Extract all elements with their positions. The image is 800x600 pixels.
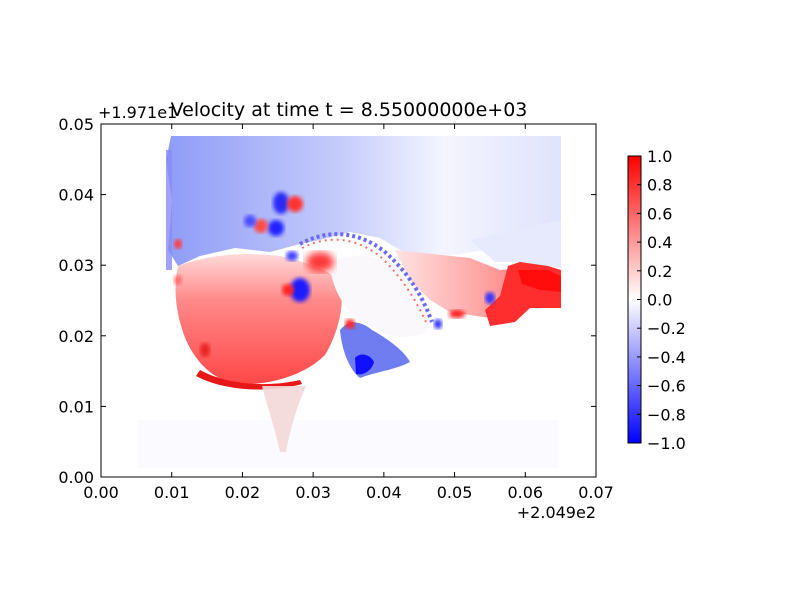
colorbar-tick-label: −0.4	[647, 348, 686, 367]
vortex-blue-4	[290, 278, 310, 302]
y-tick-label: 0.05	[58, 115, 94, 134]
y-tick-label: 0.01	[58, 397, 94, 416]
vortex-blue-1	[273, 192, 289, 214]
x-tick-label: 0.03	[295, 483, 331, 502]
colorbar-tick-label: 0.4	[647, 233, 672, 252]
vortex-blue-5	[286, 251, 298, 261]
colorbar-tick-label: −0.2	[647, 319, 686, 338]
vortex-red-1	[287, 196, 303, 212]
x-axis: 0.00 0.01 0.02 0.03 0.04 0.05 0.06 0.07	[83, 124, 614, 502]
colorbar-tick-label: 0.6	[647, 204, 672, 223]
vortex-blue-6	[485, 292, 495, 304]
y-tick-label: 0.03	[58, 256, 94, 275]
boundary-arc	[299, 232, 434, 323]
x-tick-label: 0.00	[83, 483, 119, 502]
plume-region	[262, 386, 306, 452]
vortex-red-4	[282, 284, 294, 296]
chart-title: Velocity at time t = 8.55000000e+03	[171, 99, 528, 121]
vortex-red-3	[306, 252, 334, 272]
x-tick-label: 0.01	[154, 483, 190, 502]
y-tick-label: 0.04	[58, 186, 94, 205]
colorbar-tick-label: −0.6	[647, 377, 686, 396]
vortex-red-5	[345, 319, 355, 329]
lower-left-flow-region	[175, 254, 342, 385]
y-axis: 0.00 0.01 0.02 0.03 0.04 0.05	[58, 115, 596, 487]
vortex-blue-2	[268, 220, 284, 236]
x-tick-label: 0.07	[578, 483, 614, 502]
colorbar-tick-label: 1.0	[647, 147, 672, 166]
boundary-arc-red	[301, 238, 427, 323]
left-edge-red-2	[174, 275, 182, 285]
upper-right-stair-region	[470, 220, 561, 268]
center-region	[330, 255, 433, 337]
vortex-red-7	[449, 310, 465, 318]
colorbar-tick-label: 0.8	[647, 176, 672, 195]
bottom-rim	[196, 370, 302, 390]
vortex-blue-3	[244, 215, 256, 227]
vortex-red-2	[254, 219, 268, 233]
plot-frame	[100, 123, 597, 478]
colorbar-axis: −1.0 −0.8 −0.6 −0.4 −0.2 0.0 0.2 0.4 0.6 0.8 1.0	[637, 147, 686, 453]
blue-pocket-core	[355, 354, 374, 375]
colorbar-tick-label: −0.8	[647, 405, 686, 424]
x-tick-label: 0.04	[366, 483, 402, 502]
colorbar-tick-label: 0.0	[647, 291, 672, 310]
left-edge-red	[174, 239, 182, 249]
vortex-red-6	[200, 343, 210, 357]
colorbar-tick-label: −1.0	[647, 434, 686, 453]
far-right-core	[518, 270, 561, 292]
x-tick-label: 0.02	[225, 483, 261, 502]
faint-background-region	[138, 420, 558, 468]
colorbar-tick-label: 0.2	[647, 262, 672, 281]
y-tick-label: 0.00	[58, 468, 94, 487]
x-tick-label: 0.05	[437, 483, 473, 502]
x-tick-label: 0.06	[507, 483, 543, 502]
y-offset-label: +1.971e1	[98, 103, 177, 122]
velocity-field	[138, 136, 561, 468]
y-tick-label: 0.02	[58, 327, 94, 346]
upper-flow-region	[166, 136, 561, 268]
left-edge-strip	[166, 150, 172, 270]
vortex-blue-7	[434, 319, 442, 329]
x-offset-label: +2.049e2	[517, 503, 596, 522]
